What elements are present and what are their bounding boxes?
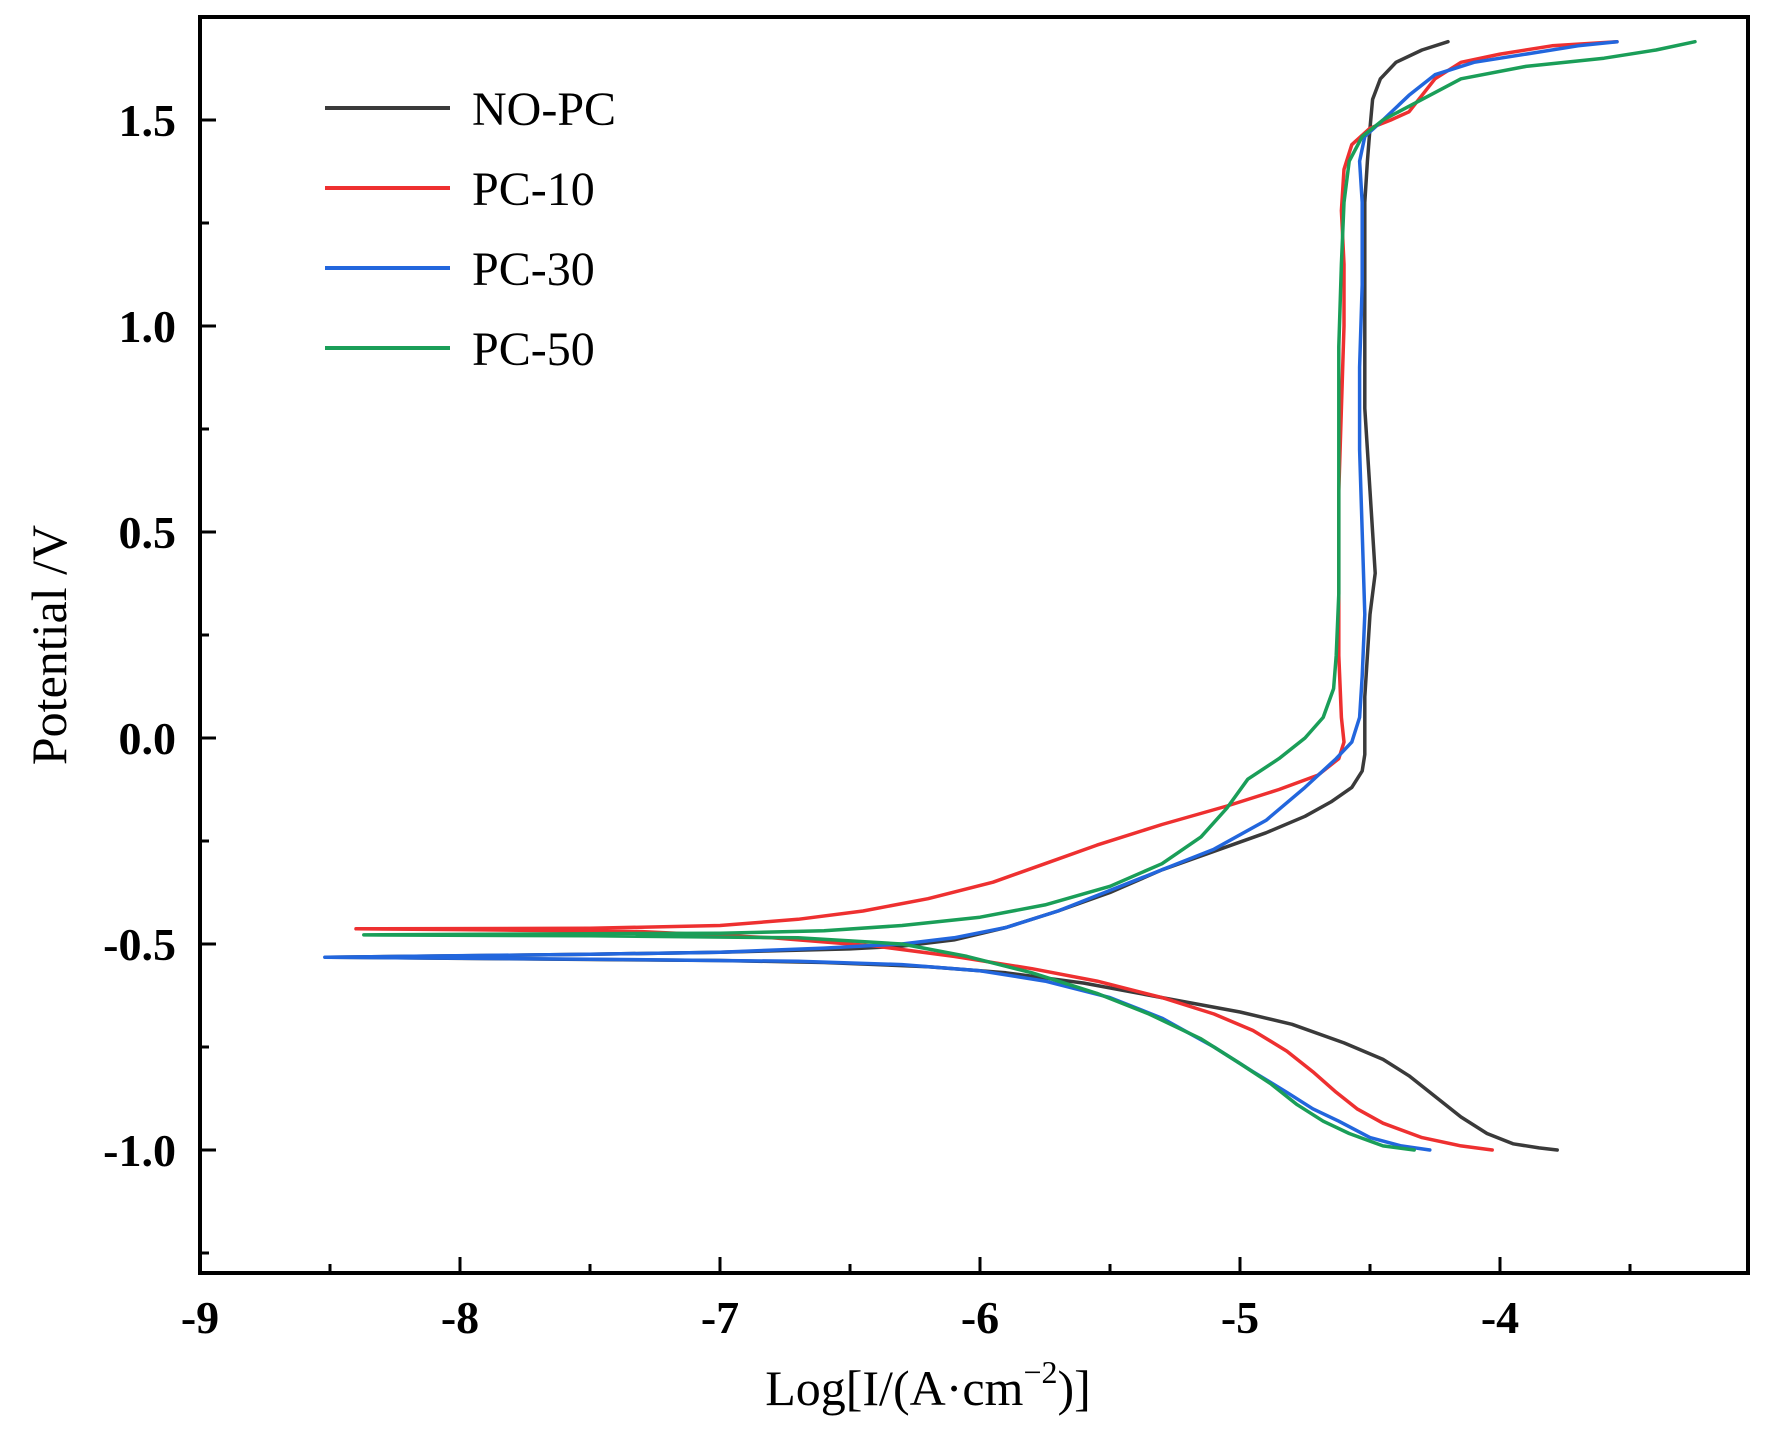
plot-frame [198, 15, 1750, 1275]
legend-label: PC-10 [472, 163, 595, 216]
x-tick-label: -5 [1221, 1292, 1259, 1343]
y-tick-label: -1.0 [103, 1125, 176, 1176]
y-tick-label: 1.0 [119, 301, 177, 352]
x-axis-title: Log[I/(A·cm−2)] [765, 1354, 1091, 1416]
series-line-pc-50 [362, 39, 1697, 1152]
x-tick-label: -4 [1481, 1292, 1519, 1343]
x-axis-ticks: -9 -8 -7 -6 -5 -4 [181, 1257, 1632, 1343]
legend: NO-PC PC-10 PC-30 PC-50 [325, 83, 616, 376]
x-tick-label: -9 [181, 1292, 219, 1343]
y-axis-title: Potential /V [21, 525, 77, 765]
x-axis-title-tail: )] [1057, 1360, 1090, 1416]
legend-label: PC-50 [472, 323, 595, 376]
legend-label: NO-PC [472, 83, 616, 136]
y-tick-label: 1.5 [119, 95, 177, 146]
x-axis-title-superscript: −2 [1023, 1354, 1057, 1390]
x-tick-label: -7 [701, 1292, 739, 1343]
y-tick-label: 0.5 [119, 507, 177, 558]
y-tick-label: -0.5 [103, 919, 176, 970]
series-lines [323, 39, 1697, 1152]
x-axis-title-main: Log[I/(A·cm [765, 1360, 1023, 1416]
x-tick-label: -6 [961, 1292, 999, 1343]
legend-label: PC-30 [472, 243, 595, 296]
x-tick-label: -8 [441, 1292, 479, 1343]
y-tick-label: 0.0 [119, 713, 177, 764]
y-axis-ticks: -1.0 -0.5 0.0 0.5 1.0 1.5 [103, 95, 216, 1255]
